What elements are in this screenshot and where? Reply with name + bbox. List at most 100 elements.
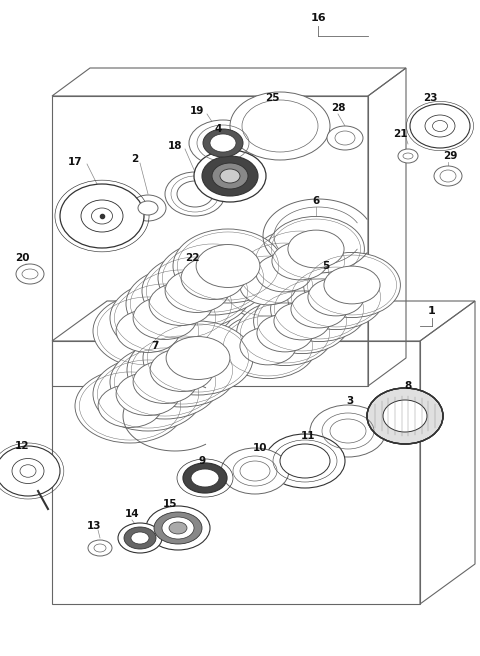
Ellipse shape (189, 120, 257, 166)
Ellipse shape (253, 289, 350, 354)
Text: 11: 11 (301, 431, 315, 441)
Ellipse shape (130, 195, 166, 221)
Ellipse shape (124, 527, 156, 549)
Ellipse shape (202, 156, 258, 196)
Ellipse shape (265, 434, 345, 488)
Text: 16: 16 (310, 13, 326, 23)
Ellipse shape (88, 540, 112, 556)
Ellipse shape (221, 448, 289, 494)
Ellipse shape (274, 302, 330, 340)
Text: 18: 18 (168, 141, 182, 151)
Ellipse shape (60, 184, 144, 248)
Ellipse shape (268, 216, 364, 281)
Ellipse shape (212, 163, 248, 189)
Ellipse shape (432, 121, 447, 131)
Text: 15: 15 (163, 499, 177, 509)
Ellipse shape (191, 469, 219, 487)
Ellipse shape (440, 170, 456, 182)
Ellipse shape (240, 461, 270, 481)
Text: 2: 2 (132, 154, 139, 164)
Ellipse shape (110, 345, 220, 419)
Ellipse shape (162, 517, 194, 539)
Ellipse shape (335, 131, 355, 145)
Ellipse shape (154, 512, 202, 544)
Ellipse shape (280, 444, 330, 478)
Text: 5: 5 (323, 261, 330, 271)
Ellipse shape (256, 254, 312, 292)
Text: 21: 21 (393, 129, 407, 139)
Ellipse shape (310, 405, 386, 457)
Ellipse shape (210, 134, 236, 152)
Ellipse shape (196, 245, 260, 287)
Ellipse shape (118, 523, 162, 553)
Text: 28: 28 (331, 103, 345, 113)
Ellipse shape (158, 241, 268, 315)
Ellipse shape (324, 266, 380, 304)
Ellipse shape (12, 459, 44, 483)
Ellipse shape (127, 333, 237, 407)
Ellipse shape (116, 310, 180, 352)
Text: 22: 22 (185, 253, 199, 263)
Ellipse shape (149, 283, 213, 325)
Ellipse shape (92, 208, 112, 224)
Ellipse shape (203, 129, 243, 157)
Ellipse shape (308, 278, 364, 316)
Ellipse shape (94, 544, 106, 552)
Text: 4: 4 (214, 124, 222, 134)
Ellipse shape (240, 267, 296, 305)
Text: 17: 17 (68, 157, 82, 167)
Text: 13: 13 (87, 521, 101, 531)
Ellipse shape (177, 181, 213, 207)
Ellipse shape (194, 150, 266, 202)
Ellipse shape (219, 314, 316, 379)
Ellipse shape (143, 321, 253, 395)
Ellipse shape (272, 242, 328, 280)
Ellipse shape (410, 104, 470, 148)
Ellipse shape (327, 126, 363, 150)
Ellipse shape (271, 276, 367, 342)
Ellipse shape (288, 264, 384, 329)
Text: 6: 6 (312, 196, 320, 206)
Ellipse shape (93, 357, 203, 431)
Ellipse shape (425, 115, 455, 137)
Ellipse shape (166, 337, 230, 379)
Ellipse shape (367, 388, 443, 444)
Text: 29: 29 (443, 151, 457, 161)
Ellipse shape (22, 269, 38, 279)
Ellipse shape (98, 384, 162, 428)
Ellipse shape (165, 270, 229, 312)
Ellipse shape (398, 149, 418, 163)
Ellipse shape (110, 281, 220, 355)
Text: 9: 9 (198, 456, 205, 466)
Ellipse shape (133, 297, 197, 339)
Text: 10: 10 (253, 443, 267, 453)
Ellipse shape (434, 166, 462, 186)
Ellipse shape (173, 229, 283, 303)
Ellipse shape (20, 464, 36, 478)
Text: 1: 1 (428, 306, 436, 316)
Ellipse shape (330, 419, 366, 443)
Text: 3: 3 (347, 396, 354, 406)
Ellipse shape (131, 532, 149, 544)
Text: 20: 20 (15, 253, 29, 263)
Ellipse shape (150, 348, 214, 392)
Ellipse shape (220, 169, 240, 183)
Text: 25: 25 (265, 93, 279, 103)
Ellipse shape (138, 201, 158, 215)
Ellipse shape (116, 373, 180, 415)
Ellipse shape (236, 241, 332, 306)
Ellipse shape (81, 200, 123, 232)
Ellipse shape (219, 253, 316, 319)
Ellipse shape (165, 172, 225, 216)
Text: 14: 14 (125, 509, 139, 519)
Ellipse shape (257, 314, 313, 352)
Ellipse shape (181, 256, 245, 299)
Ellipse shape (133, 361, 197, 403)
Ellipse shape (126, 267, 236, 341)
Ellipse shape (383, 400, 427, 432)
Text: 8: 8 (404, 381, 412, 391)
Ellipse shape (142, 254, 252, 328)
Text: 12: 12 (15, 441, 29, 451)
Ellipse shape (16, 264, 44, 284)
Ellipse shape (288, 230, 344, 268)
